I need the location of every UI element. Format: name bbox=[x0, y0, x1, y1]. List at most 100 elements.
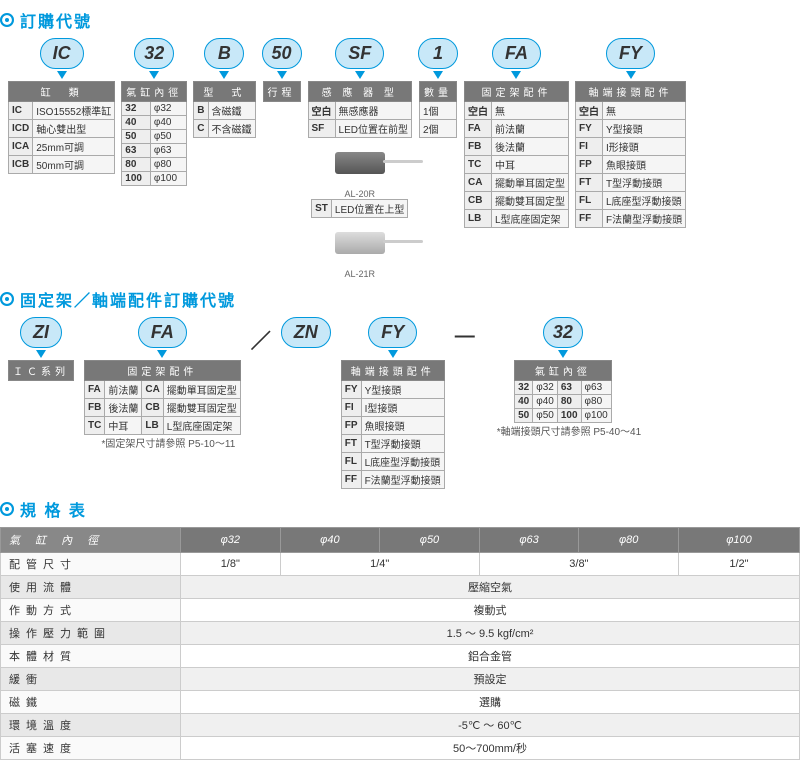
cell: Y型接頭 bbox=[361, 381, 444, 399]
spec-label: 本體材質 bbox=[1, 645, 181, 668]
cell: 魚眼接頭 bbox=[361, 417, 444, 435]
spec-value: 鋁合金管 bbox=[181, 645, 800, 668]
block-fy2: FY 軸端接頭配件 FYY型接頭FII型接頭FP魚眼接頭FTT型浮動接頭FLL底… bbox=[341, 317, 445, 489]
cell: 擺動雙耳固定型 bbox=[163, 399, 240, 417]
block-zn: ZN bbox=[281, 317, 331, 348]
table-qty: 數量 1個 2個 bbox=[419, 81, 457, 138]
cell: 不含磁鐵 bbox=[208, 120, 255, 138]
bullet-icon bbox=[0, 502, 14, 516]
cell: 40 bbox=[122, 116, 151, 130]
cell: L型底座固定架 bbox=[163, 417, 240, 435]
block-mount: FA 固定架配件 空白無FA前法蘭FB後法蘭TC中耳CA擺動單耳固定型CB擺動雙… bbox=[464, 38, 569, 228]
table-bore2: 氣缸內徑 32φ32 63φ63 40φ40 80φ80 50φ50 100φ1… bbox=[514, 360, 612, 423]
block-sensor: SF 感 應 器 型 空白無感應器 SFLED位置在前型 AL-20R STLE… bbox=[308, 38, 412, 279]
spec-value: 3/8" bbox=[479, 553, 678, 576]
arrow-icon bbox=[36, 350, 46, 358]
cell: 擺動單耳固定型 bbox=[491, 174, 568, 192]
cell: 80 bbox=[122, 158, 151, 172]
cell: 80 bbox=[557, 395, 581, 409]
cell: φ80 bbox=[581, 395, 611, 409]
cell: CB bbox=[142, 399, 163, 417]
cell: L型底座固定架 bbox=[491, 210, 568, 228]
spec-label: 作動方式 bbox=[1, 599, 181, 622]
th-qty: 數量 bbox=[419, 82, 456, 102]
cell: FI bbox=[575, 138, 602, 156]
th-rod: 軸端接頭配件 bbox=[575, 82, 685, 102]
block-bore: 32 氣缸內徑 32φ3240φ4050φ5063φ6380φ80100φ100 bbox=[121, 38, 187, 186]
table-mount2: 固定架配件 FA前法蘭 CA擺動單耳固定型 FB後法蘭 CB擺動雙耳固定型 TC… bbox=[84, 360, 241, 435]
th-series: ＩＣ系列 bbox=[9, 361, 74, 381]
cell: FF bbox=[575, 210, 602, 228]
cell: 100 bbox=[122, 172, 151, 186]
spec-col: φ63 bbox=[479, 528, 579, 553]
cell: FF bbox=[341, 471, 361, 489]
cell: 前法蘭 bbox=[105, 381, 142, 399]
cell: 100 bbox=[557, 409, 581, 423]
spec-table: 氣 缸 內 徑 φ32 φ40 φ50 φ63 φ80 φ100 配管尺寸1/8… bbox=[0, 527, 800, 760]
arrow-icon bbox=[355, 71, 365, 79]
arrow-icon bbox=[511, 71, 521, 79]
pill-b: B bbox=[204, 38, 244, 69]
cell: 63 bbox=[122, 144, 151, 158]
pill-50: 50 bbox=[262, 38, 302, 69]
cell: I形接頭 bbox=[602, 138, 685, 156]
cell: FP bbox=[575, 156, 602, 174]
pill-ic: IC bbox=[40, 38, 84, 69]
arrow-icon bbox=[57, 71, 67, 79]
order-code-row: IC 缸 類 ICISO15552標準缸ICD軸心雙出型ICA25mm可調ICB… bbox=[0, 38, 800, 279]
cell: φ32 bbox=[533, 381, 558, 395]
cell: 魚眼接頭 bbox=[602, 156, 685, 174]
cell: 含磁鐵 bbox=[208, 102, 255, 120]
pill-zi: ZI bbox=[20, 317, 62, 348]
th-rod2: 軸端接頭配件 bbox=[341, 361, 444, 381]
cell: FL bbox=[575, 192, 602, 210]
cell: F法蘭型浮動接頭 bbox=[602, 210, 685, 228]
cell: 無 bbox=[491, 102, 568, 120]
dash: — bbox=[455, 325, 475, 348]
spec-value: 壓縮空氣 bbox=[181, 576, 800, 599]
block-fa2: FA 固定架配件 FA前法蘭 CA擺動單耳固定型 FB後法蘭 CB擺動雙耳固定型… bbox=[84, 317, 241, 450]
th-sensor: 感 應 器 型 bbox=[308, 82, 411, 102]
cell: 空白 bbox=[575, 102, 602, 120]
arrow-icon bbox=[157, 350, 167, 358]
cell: Y型接頭 bbox=[602, 120, 685, 138]
note-mount: *固定架尺寸請參照 P5-10〜11 bbox=[102, 435, 236, 450]
cell: IC bbox=[9, 102, 33, 120]
cell: LB bbox=[464, 210, 491, 228]
cell: FI bbox=[341, 399, 361, 417]
table-ic-series: ＩＣ系列 bbox=[8, 360, 74, 381]
th-mount: 固定架配件 bbox=[464, 82, 568, 102]
spec-value: 預設定 bbox=[181, 668, 800, 691]
cell: CA bbox=[464, 174, 491, 192]
section-title: 規 格 表 bbox=[20, 497, 87, 521]
cell: 軸心雙出型 bbox=[33, 120, 115, 138]
cell: 32 bbox=[515, 381, 533, 395]
table-sensor: 感 應 器 型 空白無感應器 SFLED位置在前型 bbox=[308, 81, 412, 138]
spec-value: 1/2" bbox=[678, 553, 799, 576]
cell: 無感應器 bbox=[335, 102, 411, 120]
cell: LED位置在前型 bbox=[335, 120, 411, 138]
cell: TC bbox=[85, 417, 105, 435]
th-stroke: 行程 bbox=[263, 82, 300, 102]
pill-32b: 32 bbox=[543, 317, 583, 348]
cell: 50mm可調 bbox=[33, 156, 115, 174]
cell: FL bbox=[341, 453, 361, 471]
arrow-icon bbox=[149, 71, 159, 79]
spec-col: φ80 bbox=[579, 528, 679, 553]
arrow-icon bbox=[626, 71, 636, 79]
block-rod: FY 軸端接頭配件 空白無FYY型接頭FII形接頭FP魚眼接頭FTT型浮動接頭F… bbox=[575, 38, 686, 228]
spec-value: 複動式 bbox=[181, 599, 800, 622]
pill-fa: FA bbox=[492, 38, 541, 69]
cell: FY bbox=[341, 381, 361, 399]
pill-fy2: FY bbox=[368, 317, 417, 348]
cell: φ100 bbox=[581, 409, 611, 423]
cell: 空白 bbox=[308, 102, 335, 120]
block-bore2: 32 氣缸內徑 32φ32 63φ63 40φ40 80φ80 50φ50 10… bbox=[485, 317, 641, 438]
cell: 2個 bbox=[419, 120, 456, 138]
cell: T型浮動接頭 bbox=[602, 174, 685, 192]
cell: ICA bbox=[9, 138, 33, 156]
cell: ICB bbox=[9, 156, 33, 174]
spec-bore-header: 氣 缸 內 徑 bbox=[1, 528, 181, 553]
cell: 中耳 bbox=[491, 156, 568, 174]
table-type: 型 式 B含磁鐵C不含磁鐵 bbox=[193, 81, 255, 138]
